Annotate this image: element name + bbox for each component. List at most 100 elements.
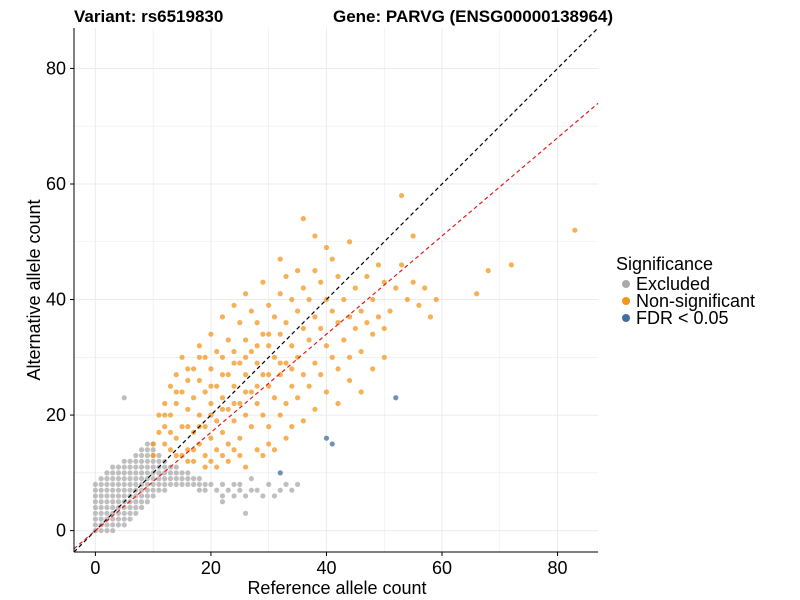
point-non-significant [398,192,405,199]
point-non-significant [283,400,289,407]
point-non-significant [219,395,226,401]
point-non-significant [266,424,272,430]
point-excluded [115,522,122,528]
point-excluded [150,447,156,453]
point-excluded [185,481,191,488]
point-excluded [289,487,295,493]
point-non-significant [370,331,376,337]
point-non-significant [237,435,243,441]
point-excluded [173,476,179,482]
point-excluded [185,470,191,476]
point-non-significant [179,452,185,459]
point-excluded [110,528,116,534]
point-excluded [266,481,272,488]
point-non-significant [427,314,434,320]
point-non-significant [173,452,179,459]
point-excluded [133,476,139,482]
point-excluded [144,470,150,476]
point-excluded [104,481,110,488]
point-non-significant [202,354,208,360]
point-excluded [162,487,168,493]
point-non-significant [248,389,254,395]
point-excluded [127,464,133,470]
legend-title: Significance [616,254,713,274]
point-non-significant [283,273,289,280]
point-non-significant [185,447,191,453]
point-excluded [110,487,116,493]
point-excluded [144,493,150,499]
point-non-significant [289,424,295,430]
point-excluded [110,464,116,470]
x-tick-label: 0 [90,558,100,578]
point-non-significant [179,354,185,360]
point-non-significant [260,331,266,337]
point-non-significant [219,406,226,412]
point-excluded [242,493,249,499]
point-fdr-0-05 [323,435,330,441]
point-non-significant [242,354,249,360]
point-excluded [179,481,185,488]
point-non-significant [277,360,283,366]
point-fdr-0-05 [393,395,399,401]
point-non-significant [173,435,179,441]
point-non-significant [162,400,168,407]
point-non-significant [358,308,364,314]
point-excluded [92,504,98,511]
point-non-significant [202,464,208,470]
point-excluded [127,470,133,476]
point-non-significant [300,418,306,424]
legend-label-fdr: FDR < 0.05 [636,308,729,328]
point-non-significant [254,343,260,349]
point-excluded [294,481,301,488]
point-excluded [121,504,127,511]
point-excluded [121,510,127,516]
point-excluded [115,516,122,522]
point-excluded [219,481,226,488]
point-excluded [138,464,145,470]
point-excluded [121,522,127,528]
point-non-significant [283,320,289,326]
point-excluded [144,452,150,459]
x-tick-label: 40 [316,558,336,578]
point-excluded [248,476,254,482]
point-non-significant [196,343,202,349]
point-non-significant [271,447,278,453]
point-excluded [115,499,122,505]
point-non-significant [289,366,295,372]
point-non-significant [231,447,237,453]
point-excluded [110,481,116,488]
point-excluded [138,452,145,459]
point-non-significant [237,452,243,459]
point-excluded [138,458,145,464]
point-excluded [98,476,104,482]
point-fdr-0-05 [277,470,283,476]
point-non-significant [254,447,260,453]
x-ticks: 0 20 40 60 80 [90,552,568,578]
point-non-significant [433,296,439,303]
point-non-significant [277,412,283,418]
point-excluded [115,481,122,488]
point-non-significant [294,395,301,401]
point-excluded [115,476,122,482]
point-excluded [167,470,174,476]
point-non-significant [375,314,382,320]
point-non-significant [289,383,295,389]
point-excluded [156,487,162,493]
point-non-significant [202,389,208,395]
point-non-significant [306,383,312,389]
point-non-significant [260,279,266,285]
point-non-significant [312,268,318,274]
point-excluded [162,481,168,488]
point-non-significant [167,412,174,418]
point-excluded [179,476,185,482]
point-non-significant [474,291,480,297]
point-non-significant [214,348,220,355]
point-non-significant [214,447,220,453]
point-non-significant [150,452,156,459]
legend-swatch-fdr [622,314,630,322]
point-non-significant [185,377,191,384]
point-non-significant [214,383,220,389]
point-excluded [162,470,168,476]
point-non-significant [208,458,214,464]
point-non-significant [242,372,249,378]
